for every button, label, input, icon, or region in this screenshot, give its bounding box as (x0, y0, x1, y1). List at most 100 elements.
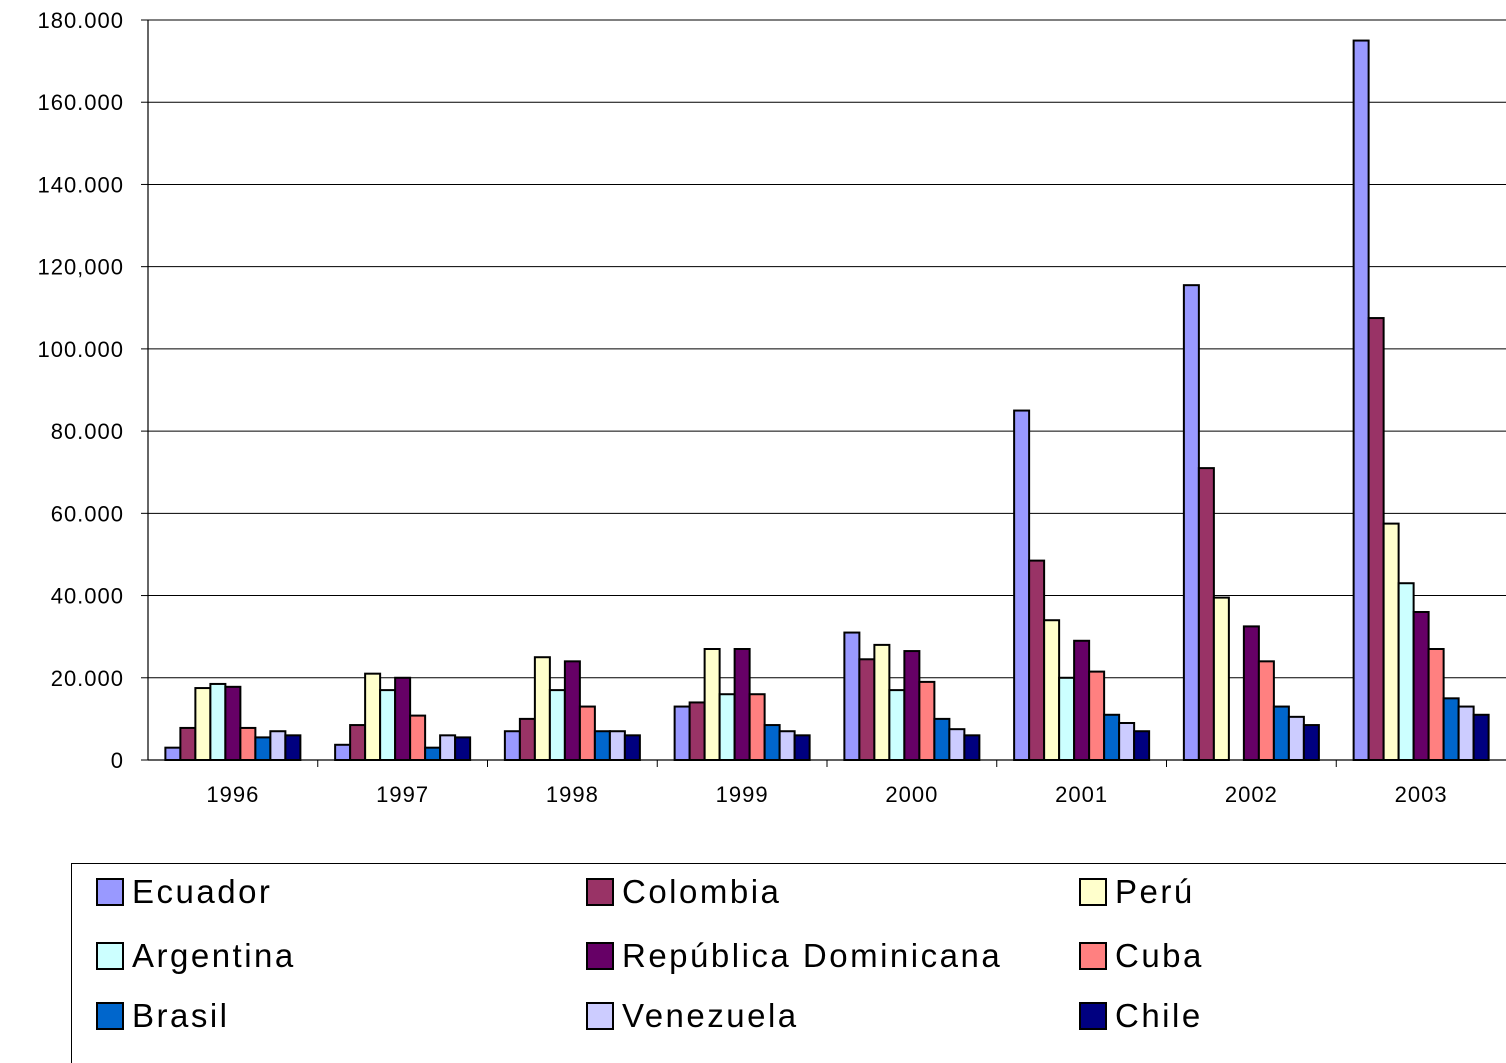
bar-per--2000 (873, 643, 891, 762)
bar-cuba-1999 (748, 693, 766, 762)
bar-argentina-1996 (209, 682, 227, 762)
bar-per--2001 (1043, 619, 1061, 761)
bar-brasil-2003 (1442, 697, 1460, 761)
bar-chart: 0 20.000 40.000 60.000 80.000 100.000 120,000 1… (37, 8, 1506, 807)
bar-chile-2003 (1472, 713, 1490, 761)
legend-label: Venezuela (622, 997, 799, 1034)
y-tick-label: 40.000 (51, 584, 124, 609)
bar-colombia-1997 (349, 724, 367, 761)
legend: Ecuador Colombia Perú Argentina República Do… (71, 863, 1506, 1063)
bar-colombia-2002 (1197, 467, 1215, 761)
legend-label: Chile (1115, 997, 1203, 1034)
bar-argentina-2001 (1058, 676, 1076, 761)
bar-chile-1998 (623, 734, 641, 761)
bar-venezuela-1999 (778, 730, 796, 762)
legend-swatch (96, 942, 124, 970)
bar-cuba-1996 (239, 726, 257, 762)
legend-swatch (586, 942, 614, 970)
legend-swatch (96, 878, 124, 906)
bar-colombia-2000 (858, 658, 876, 761)
bar-argentina-1998 (548, 689, 566, 761)
bar-brasil-1999 (763, 724, 781, 761)
bar-rep-blica-dominicana-1998 (563, 660, 581, 761)
bar-brasil-2002 (1272, 705, 1290, 761)
legend-label: Brasil (132, 997, 230, 1034)
legend-label: Argentina (132, 937, 296, 974)
legend-item: Chile (1079, 996, 1203, 1036)
legend-item: Venezuela (586, 996, 799, 1036)
x-tick-label: 1996 (206, 782, 259, 807)
legend-label: República Dominicana (622, 937, 1003, 974)
legend-item: Ecuador (96, 872, 272, 912)
bar-colombia-1999 (688, 701, 706, 762)
bar-per--1998 (533, 656, 551, 762)
y-tick-label: 100.000 (37, 337, 124, 362)
bar-venezuela-2003 (1457, 705, 1475, 761)
bar-cuba-2003 (1427, 648, 1445, 761)
legend-item: Brasil (96, 996, 230, 1036)
gridlines (148, 19, 1506, 679)
bar-brasil-1997 (424, 746, 442, 762)
y-tick-label: 80.000 (51, 419, 124, 444)
bar-venezuela-1998 (608, 730, 626, 762)
bar-ecuador-2003 (1352, 39, 1370, 762)
bar-argentina-1997 (379, 689, 397, 761)
bar-chile-1997 (454, 736, 472, 762)
y-tick-label: 0 (111, 748, 124, 773)
bar-brasil-1996 (254, 736, 272, 762)
legend-swatch (96, 1002, 124, 1030)
bar-argentina-1999 (718, 693, 736, 762)
x-tick-label: 2001 (1055, 782, 1108, 807)
x-tick-label: 1999 (716, 782, 769, 807)
legend-item: Colombia (586, 872, 781, 912)
bar-chile-2000 (963, 734, 981, 761)
bar-ecuador-1998 (503, 730, 521, 762)
bar-rep-blica-dominicana-1999 (733, 648, 751, 761)
bar-venezuela-1997 (439, 734, 457, 761)
legend-item: Cuba (1079, 936, 1204, 976)
legend-swatch (1079, 878, 1107, 906)
y-tick-label: 140.000 (37, 172, 124, 197)
bar-chile-2001 (1133, 730, 1151, 762)
legend-swatch (1079, 942, 1107, 970)
bar-argentina-2003 (1397, 582, 1415, 761)
bar-brasil-1998 (593, 730, 611, 762)
bar-rep-blica-dominicana-2001 (1073, 639, 1091, 761)
legend-swatch (586, 878, 614, 906)
bar-chile-2002 (1302, 724, 1320, 761)
legend-label: Cuba (1115, 937, 1204, 974)
legend-item: Perú (1079, 872, 1195, 912)
y-tick-label: 180.000 (37, 8, 124, 33)
bar-brasil-2001 (1103, 713, 1121, 761)
x-tick-label: 2000 (885, 782, 938, 807)
bar-argentina-2000 (888, 689, 906, 761)
bar-per--2003 (1382, 522, 1400, 761)
bar-venezuela-2001 (1118, 722, 1136, 761)
bar-rep-blica-dominicana-2002 (1242, 625, 1260, 762)
bars (164, 39, 1490, 762)
legend-label: Colombia (622, 873, 782, 910)
legend-label: Ecuador (132, 873, 273, 910)
bar-per--1996 (194, 687, 212, 761)
y-tick-labels: 0 20.000 40.000 60.000 80.000 100.000 120,000 1… (37, 8, 124, 773)
bar-ecuador-2001 (1013, 409, 1031, 761)
legend-swatch (586, 1002, 614, 1030)
x-tick-label: 2003 (1395, 782, 1448, 807)
bar-venezuela-1996 (269, 730, 287, 762)
legend-label: Perú (1115, 873, 1195, 910)
axes (141, 19, 1506, 767)
bar-rep-blica-dominicana-2003 (1412, 611, 1430, 761)
bar-ecuador-2000 (843, 631, 861, 761)
bar-brasil-2000 (933, 717, 951, 762)
x-tick-labels: 1996 1997 1998 1999 2000 2001 2002 2003 (206, 782, 1448, 807)
x-tick-label: 1998 (546, 782, 599, 807)
bar-per--1999 (703, 648, 721, 761)
legend-item: Argentina (96, 936, 296, 976)
bar-cuba-1998 (578, 705, 596, 761)
bar-per--2002 (1212, 596, 1230, 761)
legend-item: República Dominicana (586, 936, 1002, 976)
bar-ecuador-1999 (673, 705, 691, 761)
bar-colombia-1996 (179, 726, 197, 762)
bar-ecuador-1997 (334, 743, 352, 761)
y-tick-label: 60.000 (51, 501, 124, 526)
